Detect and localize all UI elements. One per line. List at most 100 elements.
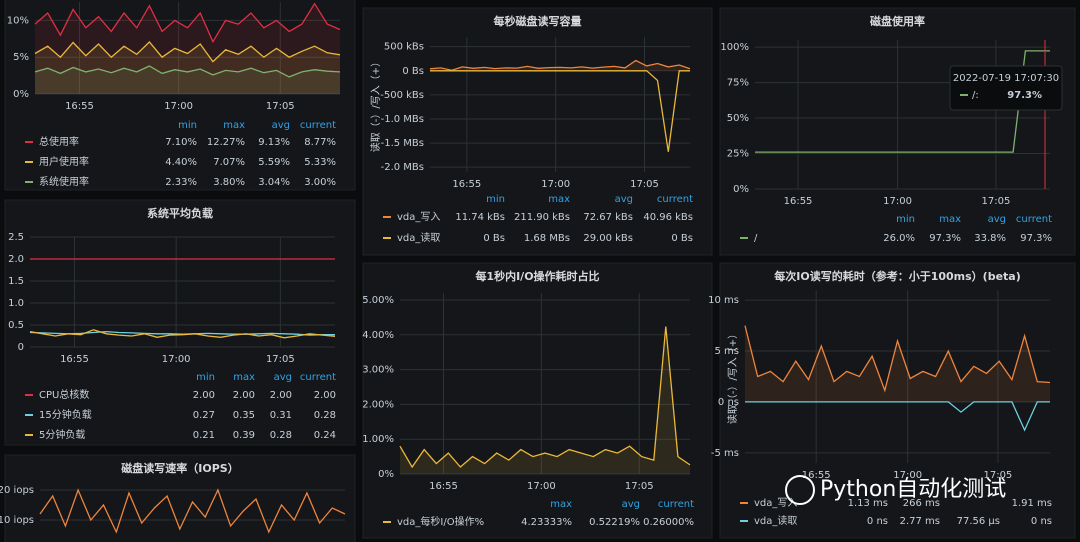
- legend-stat: 33.8%: [974, 233, 1006, 244]
- y-tick-label: 5 ms: [715, 346, 740, 357]
- legend-stat: 7.10%: [165, 137, 197, 148]
- x-tick-label: 16:55: [65, 101, 94, 112]
- legend-stat: 40.96 kBs: [643, 212, 693, 223]
- legend-stat: 0.52219%: [589, 517, 640, 528]
- y-tick-label: 10%: [7, 15, 29, 26]
- panel-title: 磁盘使用率: [870, 14, 925, 28]
- tooltip: [949, 65, 1063, 111]
- legend-stat: 4.23333%: [521, 517, 572, 528]
- y-tick-label: 5%: [13, 52, 29, 63]
- legend-stat: 8.77%: [304, 137, 336, 148]
- y-tick-label: 20 iops: [0, 485, 34, 496]
- legend-stat: 211.90 kBs: [514, 212, 570, 223]
- panel: [4, 0, 356, 191]
- panel-title: 磁盘读写速率（IOPS）: [121, 461, 238, 475]
- y-tick-label: 2.0: [8, 254, 24, 265]
- y-tick-label: 100%: [720, 42, 749, 53]
- x-tick-label: 16:55: [429, 481, 458, 492]
- legend-stat: 0.24: [314, 430, 336, 441]
- legend-header: min: [196, 372, 215, 383]
- x-tick-label: 17:05: [266, 101, 295, 112]
- legend-stat: 0.28: [314, 410, 336, 421]
- x-tick-label: 17:05: [266, 354, 295, 365]
- area: [745, 325, 1050, 402]
- y-tick-label: 2.00%: [362, 399, 394, 410]
- legend-header: avg: [615, 194, 633, 205]
- legend-name: 用户使用率: [39, 155, 89, 168]
- legend-stat: 1.91 ms: [1012, 498, 1052, 509]
- y-tick-label: 3.00%: [362, 365, 394, 376]
- legend-stat: 2.00: [233, 390, 255, 401]
- x-tick-label: 17:00: [883, 196, 912, 207]
- legend-stat: 3.80%: [213, 177, 245, 188]
- legend-header: current: [300, 372, 336, 383]
- y-tick-label: -500 kBs: [380, 90, 424, 101]
- x-tick-label: 16:55: [784, 196, 813, 207]
- y-tick-label: 0%: [378, 469, 394, 480]
- y-tick-label: 1.00%: [362, 434, 394, 445]
- area: [400, 326, 690, 474]
- legend-header: max: [233, 372, 255, 383]
- legend-header: avg: [272, 120, 290, 131]
- x-tick-label: 17:00: [893, 470, 922, 481]
- y-tick-label: 0.5: [8, 320, 24, 331]
- x-tick-label: 17:00: [541, 179, 570, 190]
- legend-stat: 0.26000%: [643, 517, 694, 528]
- series-line: [34, 41, 341, 63]
- watermark-icon: [785, 475, 815, 505]
- legend-header: max: [548, 194, 570, 205]
- legend-header: avg: [988, 214, 1006, 225]
- legend-stat: 72.67 kBs: [583, 212, 633, 223]
- y-tick-label: 0%: [13, 89, 29, 100]
- series-line: [29, 329, 336, 339]
- panel-title: 每秒磁盘读写容量: [494, 14, 582, 28]
- y-tick-label: 0 Bs: [402, 66, 424, 77]
- y-tick-label: -5 ms: [711, 448, 739, 459]
- legend-stat: 97.3%: [929, 233, 961, 244]
- x-tick-label: 17:05: [983, 470, 1012, 481]
- legend-header: current: [1016, 214, 1052, 225]
- legend-stat: 2.00: [314, 390, 336, 401]
- legend-header: current: [300, 120, 336, 131]
- panel-title: 每次IO读写的耗时（参考：小于100ms）(beta): [774, 269, 1020, 283]
- legend-stat: 3.04%: [258, 177, 290, 188]
- x-tick-label: 17:00: [164, 101, 193, 112]
- y-tick-label: 50%: [727, 113, 749, 124]
- legend-stat: 0.35: [233, 410, 255, 421]
- legend-stat: 1.68 MBs: [524, 233, 570, 244]
- series-line: [744, 325, 1051, 393]
- series-line: [430, 70, 690, 152]
- legend-stat: 1.13 ms: [848, 498, 888, 509]
- legend-name: 15分钟负载: [39, 408, 92, 421]
- y-tick-label: 4.00%: [362, 330, 394, 341]
- panel: [719, 262, 1076, 539]
- y-tick-label: 10 ms: [708, 295, 739, 306]
- series-line: [755, 50, 1050, 153]
- legend-stat: 11.74 kBs: [455, 212, 505, 223]
- legend-stat: 0.39: [233, 430, 255, 441]
- y-axis-label: 读取（-）/写入（+）: [369, 57, 382, 152]
- y-tick-label: 75%: [727, 78, 749, 89]
- y-tick-label: -1.0 MBs: [381, 114, 424, 125]
- x-tick-label: 16:55: [452, 179, 481, 190]
- y-tick-label: -2.0 MBs: [381, 162, 424, 173]
- y-axis-label: 读取（-）/写入（+）: [726, 329, 739, 424]
- tooltip-value: 97.3%: [1007, 90, 1042, 101]
- legend-stat: 2.77 ms: [900, 516, 940, 527]
- area: [35, 3, 340, 95]
- y-tick-label: -1.5 MBs: [381, 138, 424, 149]
- legend-header: max: [939, 214, 961, 225]
- panel: [362, 7, 713, 256]
- legend-name: vda_写入: [754, 497, 797, 509]
- x-tick-label: 16:55: [60, 354, 89, 365]
- legend-stat: 77.56 µs: [957, 516, 1000, 527]
- legend-stat: 9.13%: [258, 137, 290, 148]
- tooltip-time: 2022-07-19 17:07:30: [953, 73, 1059, 84]
- legend-name: 系统使用率: [39, 175, 89, 188]
- legend-name: vda_写入: [397, 211, 440, 223]
- legend-name: vda_读取: [754, 514, 797, 527]
- legend-stat: 4.40%: [165, 157, 197, 168]
- y-tick-label: 5.00%: [362, 295, 394, 306]
- legend-header: min: [486, 194, 505, 205]
